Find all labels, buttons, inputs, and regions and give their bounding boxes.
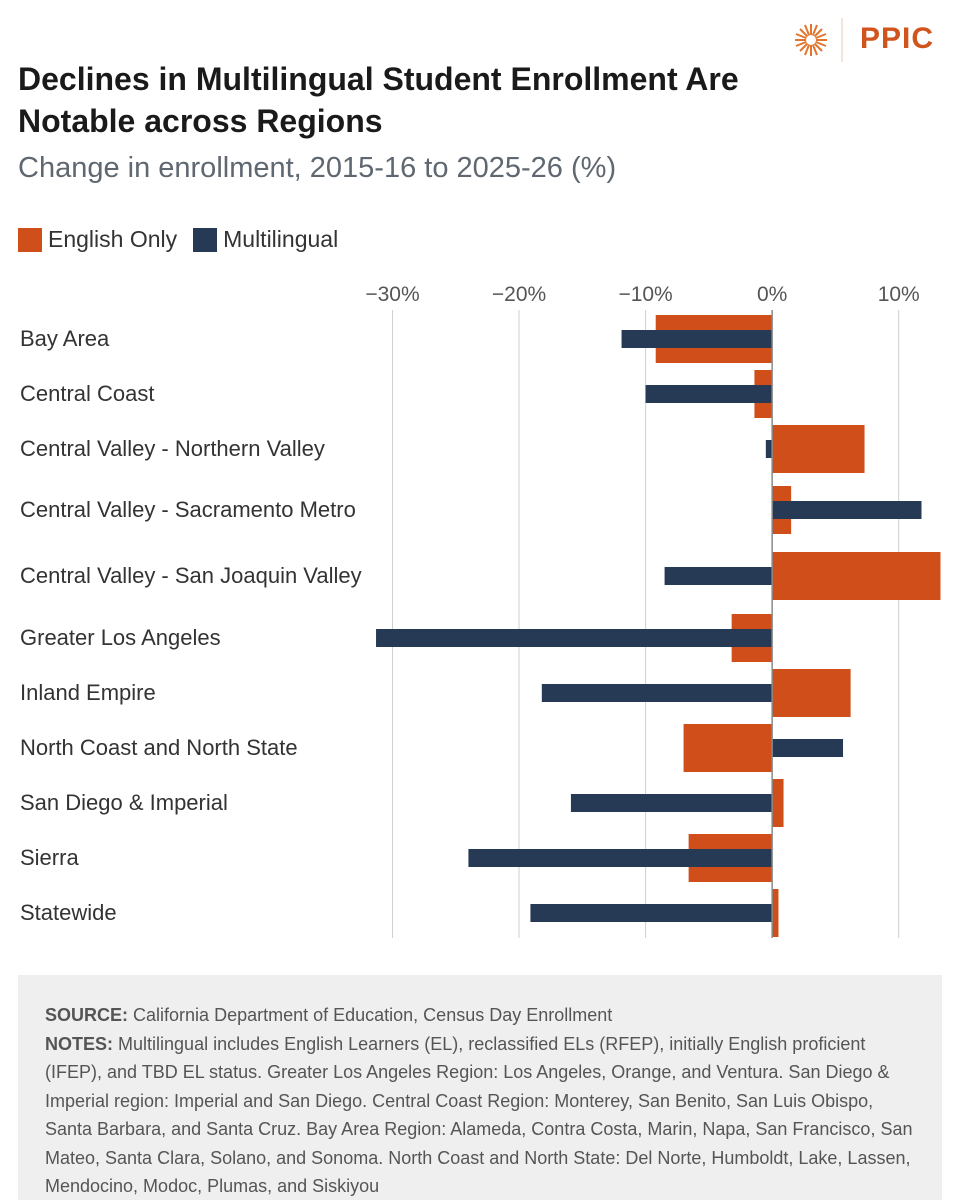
source-text: California Department of Education, Cens…	[133, 1005, 613, 1025]
notes-label: NOTES:	[45, 1033, 114, 1054]
bar	[468, 849, 773, 867]
x-tick-label: 0%	[757, 283, 787, 306]
source-label: SOURCE:	[45, 1005, 129, 1025]
chart: −30% −20% −10% 0% 10%	[365, 18, 941, 938]
bar	[621, 330, 773, 348]
bar	[376, 629, 773, 647]
bar	[664, 567, 773, 585]
legend-item: English Only	[18, 226, 177, 253]
legend: English Only Multilingual	[18, 226, 354, 253]
legend-label: Multilingual	[223, 226, 339, 252]
category-label: North Coast and North State	[20, 735, 298, 760]
category-label: Statewide	[20, 900, 117, 925]
category-label: Central Valley - San Joaquin Valley	[20, 563, 362, 588]
x-tick-label: −30%	[365, 283, 419, 306]
bar	[772, 779, 784, 827]
category-label: Greater Los Angeles	[20, 625, 221, 650]
logo-text: PPIC	[860, 22, 935, 55]
bar	[772, 501, 922, 519]
bar	[541, 684, 773, 702]
x-tick-label: 10%	[878, 283, 920, 306]
category-label: Inland Empire	[20, 680, 156, 705]
category-label: Bay Area	[20, 326, 110, 351]
logo-mark	[795, 24, 827, 56]
footer: SOURCE: California Department of Educati…	[18, 975, 942, 1200]
category-label: Sierra	[20, 845, 79, 870]
legend-swatch	[18, 227, 42, 252]
category-label: Central Valley - Northern Valley	[20, 436, 325, 461]
bar	[772, 552, 941, 600]
bar	[645, 385, 773, 403]
bar	[530, 904, 773, 922]
bar	[765, 440, 773, 458]
bar	[570, 794, 773, 812]
bar	[772, 889, 779, 937]
x-tick-label: −10%	[618, 283, 672, 306]
category-label: San Diego & Imperial	[20, 790, 228, 815]
legend-item: Multilingual	[193, 226, 338, 253]
category-label: Central Coast	[20, 381, 155, 406]
chart-title: Declines in Multilingual Student Enrollm…	[18, 61, 739, 139]
bar	[683, 724, 773, 772]
legend-label: English Only	[48, 226, 178, 252]
bar	[772, 739, 844, 757]
notes-text: Multilingual includes English Learners (…	[45, 1033, 913, 1197]
x-tick-label: −20%	[492, 283, 546, 306]
chart-subtitle: Change in enrollment, 2015-16 to 2025-26…	[18, 152, 617, 184]
legend-swatch	[193, 227, 218, 252]
category-label: Central Valley - Sacramento Metro	[20, 497, 356, 522]
bar	[772, 669, 851, 717]
bar	[772, 425, 865, 473]
